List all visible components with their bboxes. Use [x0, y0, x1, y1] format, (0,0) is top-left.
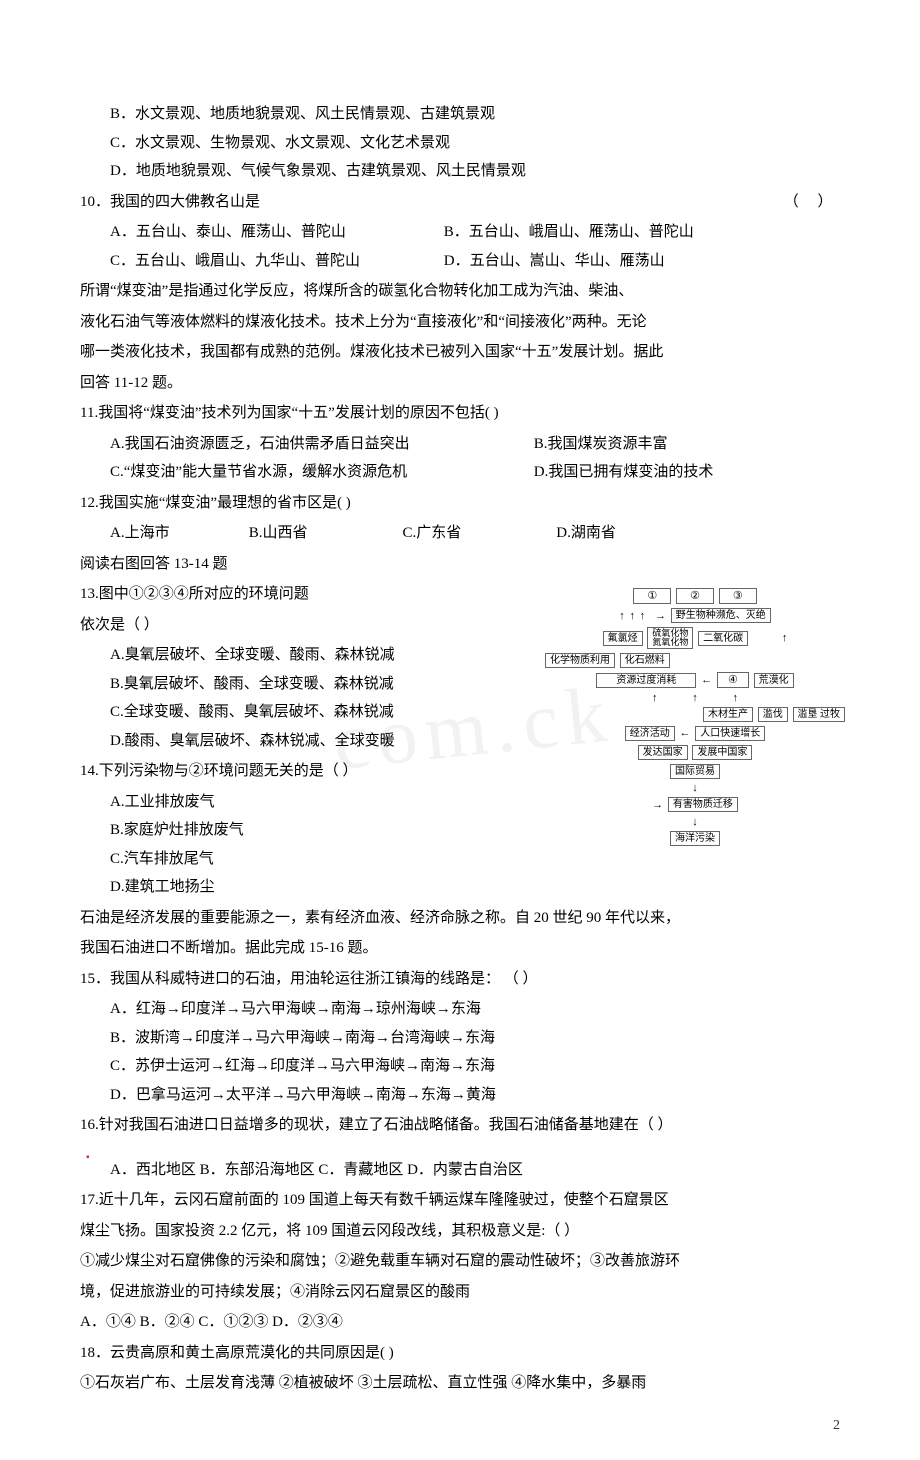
- q14-option-a: A.工业排放废气: [80, 788, 510, 817]
- node-dev: 发达国家: [638, 745, 688, 760]
- q17-l3: ①减少煤尘对石窟佛像的污染和腐蚀；②避免载重车辆对石窟的震动性破坏；③改善旅游环: [80, 1247, 840, 1276]
- node-sn: 硫氧化物 氮氧化物: [647, 627, 693, 649]
- q9-option-d: D．地质地貌景观、气候气象景观、古建筑景观、风土民情景观: [80, 157, 840, 186]
- q18-stem: 18．云贵高原和黄土高原荒漠化的共同原因是( ): [80, 1339, 840, 1368]
- q10-stem: 10．我国的四大佛教名山是 （ ）: [80, 188, 840, 217]
- q15-option-d: D．巴拿马运河→太平洋→马六甲海峡→南海→东海→黄海: [80, 1081, 840, 1110]
- dot-mark: ▪: [80, 1142, 840, 1156]
- q10-stem-text: 10．我国的四大佛教名山是: [80, 194, 260, 210]
- node-desert: 荒漠化: [754, 673, 794, 688]
- node-econ: 经济活动: [625, 726, 675, 741]
- q12-option-c: C.广东省: [403, 519, 553, 548]
- q13-option-b: B.臭氧层破坏、酸雨、全球变暖、森林锐减: [80, 670, 510, 699]
- q18-l2: ①石灰岩广布、土层发育浅薄 ②植被破坏 ③土层疏松、直立性强 ④降水集中，多暴雨: [80, 1369, 840, 1398]
- passage1-l3: 哪一类液化技术，我国都有成熟的范例。煤液化技术已被列入国家“十五”发展计划。据此: [80, 338, 840, 367]
- passage1-l4: 回答 11-12 题。: [80, 369, 840, 398]
- node-hazmove: 有害物质迁移: [668, 797, 738, 812]
- node-pop: 人口快速增长: [695, 726, 765, 741]
- q10-option-c: C．五台山、峨眉山、九华山、普陀山: [110, 247, 440, 276]
- q17-l1: 17.近十几年，云冈石窟前面的 109 国道上每天有数千辆运煤车隆隆驶过，使整个…: [80, 1186, 840, 1215]
- passage1-l2: 液化石油气等液体燃料的煤液化技术。技术上分为“直接液化”和“间接液化”两种。无论: [80, 308, 840, 337]
- arrow-left-icon: ←: [701, 674, 712, 686]
- arrow-down-icon: ↓: [692, 816, 698, 828]
- q15-option-a: A．红海→印度洋→马六甲海峡→南海→琼州海峡→东海: [80, 995, 840, 1024]
- node-overgraze: 滥垦 过牧: [793, 707, 846, 722]
- node-ocean: 海洋污染: [670, 831, 720, 846]
- q11-stem: 11.我国将“煤变油”技术列为国家“十五”发展计划的原因不包括( ): [80, 399, 840, 428]
- q14-option-d: D.建筑工地扬尘: [80, 873, 510, 902]
- q9-option-c: C．水文景观、生物景观、水文景观、文化艺术景观: [80, 129, 840, 158]
- passage3-l2: 我国石油进口不断增加。据此完成 15-16 题。: [80, 934, 840, 963]
- node-deving: 发展中国家: [692, 745, 752, 760]
- q14-option-b: B.家庭炉灶排放废气: [80, 816, 510, 845]
- q13-option-c: C.全球变暖、酸雨、臭氧层破坏、森林锐减: [80, 698, 510, 727]
- q14-stem: 14.下列污染物与②环境问题无关的是（ ）: [80, 757, 510, 786]
- env-diagram: ① ② ③ ↑ ↑ ↑ → 野生物种濒危、灭绝 氟氯烃 硫氧化物 氮氧化物 二氧…: [540, 585, 850, 849]
- passage2: 阅读右图回答 13-14 题: [80, 550, 840, 579]
- node-extinct: 野生物种濒危、灭绝: [671, 608, 771, 623]
- node-cfc: 氟氯烃: [603, 631, 643, 646]
- q11-line2: C.“煤变油”能大量节省水源，缓解水资源危机 D.我国已拥有煤变油的技术: [80, 458, 840, 487]
- passage3-l1: 石油是经济发展的重要能源之一，素有经济血液、经济命脉之称。自 20 世纪 90 …: [80, 904, 840, 933]
- q16-stem: 16.针对我国石油进口日益增多的现状，建立了石油战略储备。我国石油储备基地建在（…: [80, 1111, 840, 1140]
- q11-line1: A.我国石油资源匮乏，石油供需矛盾日益突出 B.我国煤炭资源丰富: [80, 430, 840, 459]
- node-co2: 二氧化碳: [698, 631, 748, 646]
- q11-option-c: C.“煤变油”能大量节省水源，缓解水资源危机: [110, 458, 530, 487]
- q13-option-a: A.臭氧层破坏、全球变暖、酸雨、森林锐减: [80, 641, 510, 670]
- q13-option-d: D.酸雨、臭氧层破坏、森林锐减、全球变暖: [80, 727, 510, 756]
- q15-stem: 15．我国从科威特进口的石油，用油轮运往浙江镇海的线路是： （ ）: [80, 965, 840, 994]
- q10-option-a: A．五台山、泰山、雁荡山、普陀山: [110, 218, 440, 247]
- arrow-right-icon: →: [655, 610, 666, 622]
- q15-option-c: C．苏伊士运河→红海→印度洋→马六甲海峡→南海→东海: [80, 1052, 840, 1081]
- q10-line2: C．五台山、峨眉山、九华山、普陀山 D．五台山、嵩山、华山、雁荡山: [80, 247, 840, 276]
- node-2: ②: [676, 588, 714, 604]
- node-overuse: 资源过度消耗: [596, 673, 696, 688]
- arrow-up-icon: ↑: [692, 692, 698, 704]
- q10-option-b: B．五台山、峨眉山、雁荡山、普陀山: [444, 224, 694, 240]
- q13-stem1: 13.图中①②③④所对应的环境问题: [80, 580, 510, 609]
- q11-option-a: A.我国石油资源匮乏，石油供需矛盾日益突出: [110, 430, 530, 459]
- node-1: ①: [633, 588, 671, 604]
- q17-l2: 煤尘飞扬。国家投资 2.2 亿元，将 109 国道云冈段改线，其积极意义是:（ …: [80, 1217, 840, 1246]
- q12-options: A.上海市 B.山西省 C.广东省 D.湖南省: [80, 519, 840, 548]
- arrow-left-icon: ←: [680, 727, 691, 739]
- q11-option-b: B.我国煤炭资源丰富: [534, 436, 668, 452]
- q16-options: A．西北地区 B．东部沿海地区 C．青藏地区 D．内蒙古自治区: [80, 1156, 840, 1185]
- arrow-up-icon: ↑: [733, 692, 739, 704]
- q11-option-d: D.我国已拥有煤变油的技术: [534, 464, 714, 480]
- node-trade: 国际贸易: [670, 764, 720, 779]
- q15-option-b: B．波斯湾→印度洋→马六甲海峡→南海→台湾海峡→东海: [80, 1024, 840, 1053]
- q12-option-b: B.山西省: [249, 519, 399, 548]
- node-4: ④: [717, 672, 749, 688]
- q9-option-b: B．水文景观、地质地貌景观、风土民情景观、古建筑景观: [80, 100, 840, 129]
- q12-option-d: D.湖南省: [556, 525, 616, 541]
- arrow-up-icon: ↑: [652, 692, 658, 704]
- passage1-l1: 所谓“煤变油”是指通过化学反应，将煤所含的碳氢化合物转化加工成为汽油、柴油、: [80, 277, 840, 306]
- page-number: 2: [833, 1413, 840, 1440]
- node-fossil: 化石燃料: [620, 653, 670, 668]
- node-wood: 木材生产: [703, 707, 753, 722]
- arrow-up-icon: ↑: [619, 610, 625, 622]
- q10-option-d: D．五台山、嵩山、华山、雁荡山: [444, 253, 665, 269]
- q10-line1: A．五台山、泰山、雁荡山、普陀山 B．五台山、峨眉山、雁荡山、普陀山: [80, 218, 840, 247]
- arrow-right-icon: →: [652, 799, 663, 811]
- q10-paren: （ ）: [784, 188, 840, 217]
- node-3: ③: [719, 588, 757, 604]
- q12-option-a: A.上海市: [110, 519, 245, 548]
- node-chem: 化学物质利用: [545, 653, 615, 668]
- node-overcut: 滥伐: [758, 707, 788, 722]
- arrow-down-icon: ↓: [692, 782, 698, 794]
- arrow-up-icon: ↑: [630, 610, 636, 622]
- arrow-up-icon: ↑: [782, 632, 788, 644]
- arrow-up-icon: ↑: [640, 610, 646, 622]
- q17-options: A．①④ B．②④ C．①②③ D．②③④: [80, 1308, 840, 1337]
- q13-stem2: 依次是（ ）: [80, 611, 510, 640]
- q14-option-c: C.汽车排放尾气: [80, 845, 510, 874]
- q12-stem: 12.我国实施“煤变油”最理想的省市区是( ): [80, 489, 840, 518]
